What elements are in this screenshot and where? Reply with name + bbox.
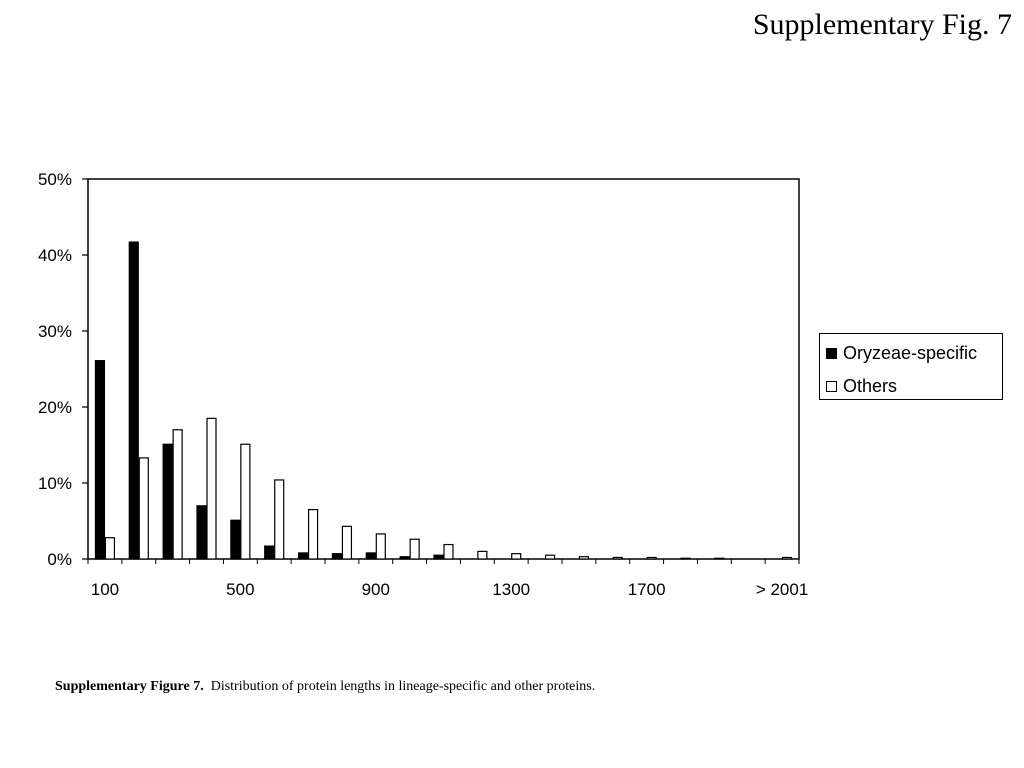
- legend-swatch-filled: [826, 348, 837, 359]
- bar-others: [781, 556, 793, 560]
- bar-others: [544, 554, 556, 560]
- bar-others: [578, 556, 590, 560]
- legend-item-others: Others: [826, 376, 897, 397]
- caption-text: Distribution of protein lengths in linea…: [210, 679, 596, 694]
- legend-label-others: Others: [843, 376, 898, 396]
- x-tick-label: 1700: [628, 580, 666, 599]
- bar-others: [206, 417, 217, 560]
- y-tick-label: 50%: [38, 170, 72, 189]
- y-tick-label: 20%: [38, 398, 72, 417]
- y-tick-label: 40%: [38, 246, 72, 265]
- x-tick-label: > 2001: [756, 580, 808, 599]
- figure-label: Supplementary Fig. 7: [752, 8, 1012, 41]
- bar-oryzeae-specific: [297, 552, 309, 560]
- legend-item-oryzeae: Oryzeae-specific: [826, 343, 977, 364]
- bar-oryzeae-specific: [94, 360, 106, 560]
- bar-others: [104, 537, 116, 560]
- x-tick-label: 100: [91, 580, 119, 599]
- bar-oryzeae-specific: [196, 505, 207, 560]
- bar-others: [646, 556, 657, 560]
- bar-oryzeae-specific: [365, 552, 376, 560]
- plot-frame: [87, 178, 800, 560]
- bar-others: [240, 443, 251, 560]
- bar-chart: 0% 10% 20% 30% 40% 50% 100 500 900 1300 1700 > 2001: [38, 170, 808, 599]
- bar-others: [443, 543, 454, 560]
- bar-others: [612, 556, 623, 560]
- y-tick-label: 0%: [47, 550, 72, 569]
- bar-others: [680, 557, 691, 560]
- bar-others: [307, 509, 319, 560]
- bar-oryzeae-specific: [433, 554, 444, 560]
- y-tick-label: 10%: [38, 474, 72, 493]
- bar-others: [172, 429, 183, 560]
- bar-others: [341, 525, 353, 560]
- legend-label-oryzeae: Oryzeae-specific: [843, 343, 978, 363]
- bar-others: [714, 557, 725, 560]
- bar-oryzeae-specific: [399, 556, 410, 560]
- figure-caption: Supplementary Figure 7. Distribution of …: [55, 679, 595, 695]
- y-tick-label: 30%: [38, 322, 72, 341]
- bar-others: [274, 479, 285, 560]
- x-tick-label: 500: [226, 580, 254, 599]
- bar-oryzeae-specific: [162, 443, 173, 560]
- caption-bold: Supplementary Figure 7.: [55, 679, 204, 694]
- bar-oryzeae-specific: [128, 241, 139, 560]
- bar-others: [409, 538, 420, 560]
- bar-oryzeae-specific: [331, 553, 343, 560]
- bar-others: [138, 457, 149, 560]
- bar-oryzeae-specific: [230, 519, 241, 560]
- legend: Oryzeae-specific Others: [819, 333, 1003, 400]
- x-tick-label: 900: [362, 580, 390, 599]
- bar-others: [375, 533, 386, 560]
- bar-others: [477, 550, 488, 560]
- legend-swatch-open: [826, 381, 837, 392]
- x-tick-label: 1300: [492, 580, 530, 599]
- bar-oryzeae-specific: [264, 545, 275, 560]
- bar-others: [511, 553, 522, 560]
